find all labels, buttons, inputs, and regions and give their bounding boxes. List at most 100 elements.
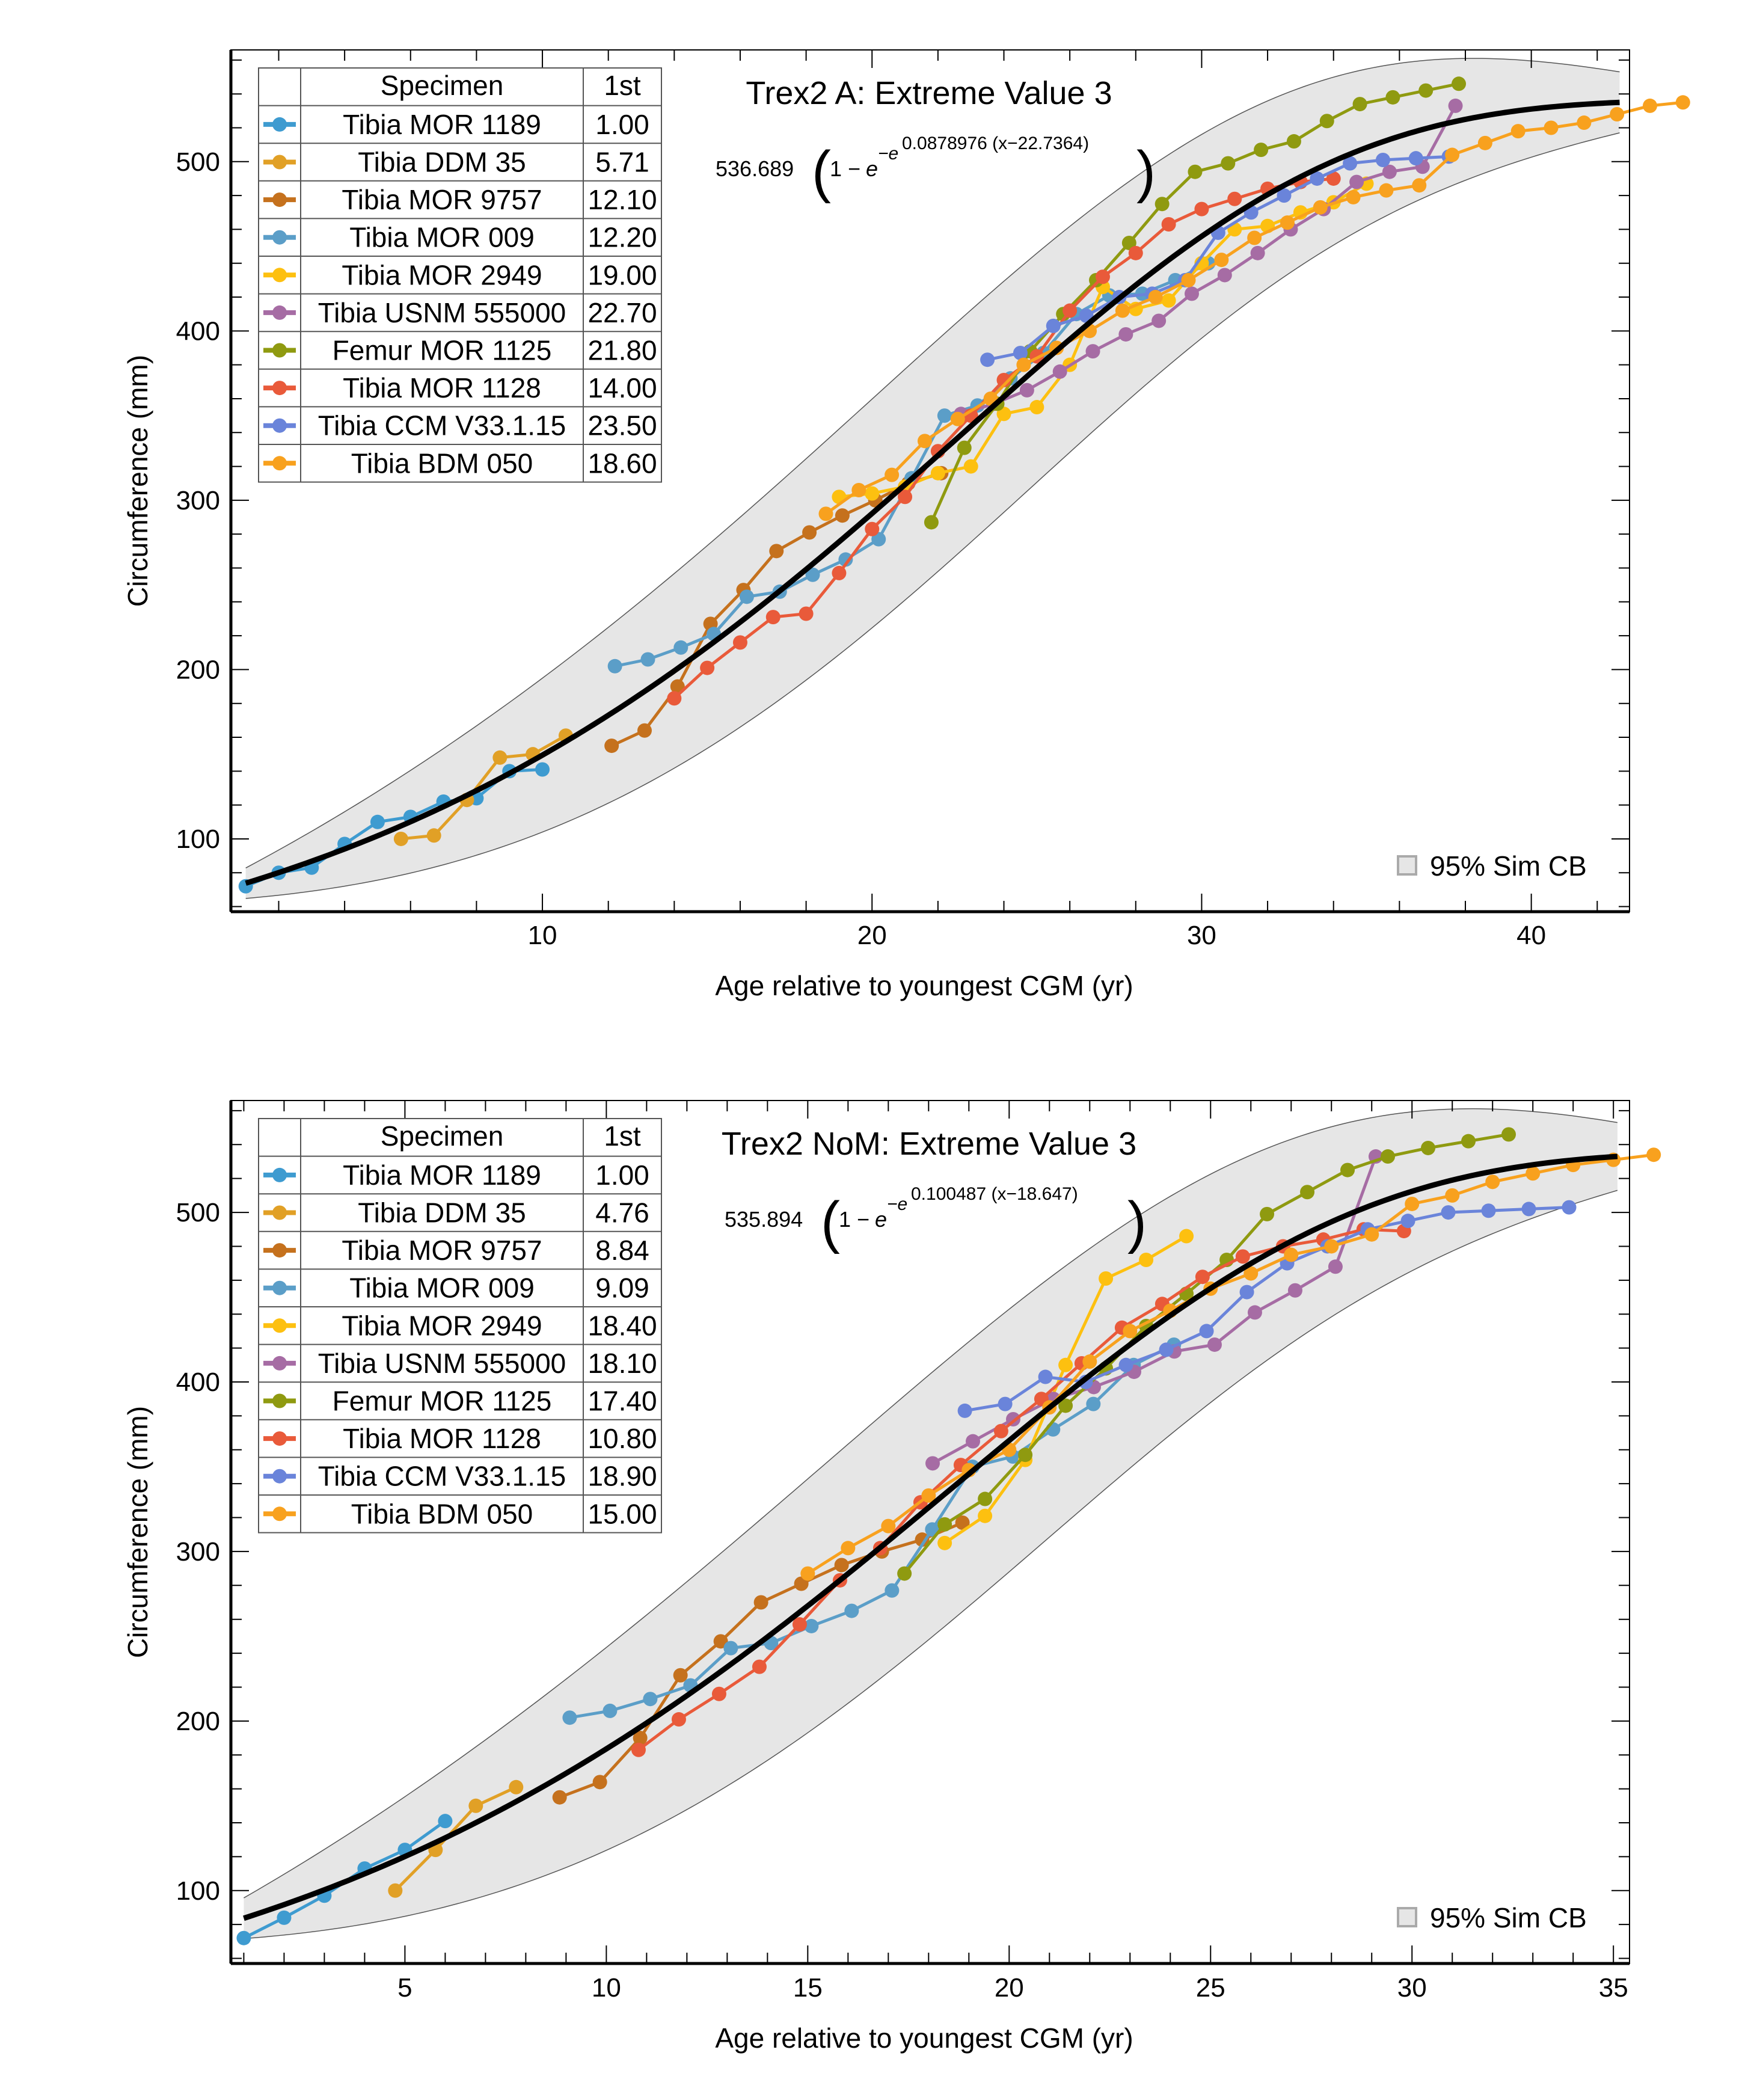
data-point (835, 508, 850, 523)
legend-specimen-name: Tibia MOR 1189 (343, 109, 541, 140)
data-point (804, 1618, 819, 1633)
data-point (1058, 1357, 1073, 1372)
series-layer (236, 1127, 1661, 1945)
legend-swatch-marker (272, 305, 287, 320)
data-point (865, 486, 880, 501)
data-point (1217, 268, 1232, 283)
data-point (885, 1583, 900, 1598)
legend-header-specimen: Specimen (381, 70, 504, 101)
legend-swatch-marker (272, 1393, 287, 1408)
legend-specimen-name: Tibia MOR 9757 (342, 1235, 542, 1266)
legend-row: Tibia MOR 1128 10.80 (263, 1423, 657, 1454)
legend-row: Tibia MOR 1128 14.00 (263, 372, 657, 404)
legend-swatch-marker (272, 418, 287, 433)
data-point (1445, 147, 1460, 162)
equation-right-paren: ) (1127, 1190, 1147, 1254)
legend-swatch-marker (272, 268, 287, 283)
series-tibia-usnm-555000 (925, 1149, 1383, 1471)
legend-first-value: 18.90 (587, 1461, 657, 1492)
data-point (1452, 76, 1467, 91)
data-point (838, 552, 853, 567)
data-point (1346, 189, 1361, 204)
legend-row: Tibia BDM 050 15.00 (263, 1498, 657, 1529)
data-point (1195, 1270, 1210, 1285)
legend-first-value: 8.84 (595, 1235, 649, 1266)
legend-row: Tibia MOR 1189 1.00 (263, 109, 649, 140)
data-point (1381, 1149, 1396, 1164)
data-point (1577, 115, 1592, 130)
data-point (1243, 1266, 1259, 1281)
data-point (552, 1790, 567, 1805)
data-point (1194, 201, 1209, 216)
data-point (841, 1541, 856, 1556)
data-point (1319, 114, 1334, 129)
legend-specimen-name: Tibia MOR 2949 (342, 259, 542, 290)
data-point (1324, 1239, 1339, 1254)
data-point (1445, 1188, 1460, 1203)
data-point (592, 1775, 607, 1790)
data-point (700, 660, 715, 675)
data-point (1139, 1253, 1154, 1268)
panel-bottom: 5 10 15 20 25 30 35 100 200 300 400 500 Age relativ… (122, 1100, 1661, 2054)
legend-row: Tibia MOR 1189 1.00 (263, 1159, 649, 1191)
data-point (1161, 216, 1176, 232)
y-tick-label: 100 (176, 824, 220, 854)
legend-row: Tibia MOR 9757 8.84 (263, 1235, 649, 1266)
data-point (1151, 313, 1167, 328)
data-point (1521, 1202, 1536, 1217)
data-point (277, 1910, 292, 1925)
legend-swatch-marker (272, 1167, 287, 1182)
y-tick-label: 300 (176, 486, 220, 515)
legend-row: Femur MOR 1125 21.80 (263, 335, 657, 366)
data-point (818, 506, 833, 521)
data-point (998, 1396, 1013, 1411)
data-point (1016, 357, 1031, 372)
y-tick-label: 300 (176, 1537, 220, 1567)
data-point (1188, 164, 1203, 179)
legend-specimen-name: Tibia BDM 050 (351, 1498, 533, 1529)
band-legend: 95% Sim CB (1397, 850, 1587, 882)
band-legend-label: 95% Sim CB (1430, 1902, 1587, 1933)
data-point (885, 467, 900, 482)
data-point (1340, 1162, 1355, 1177)
data-point (631, 1742, 646, 1757)
series-tibia-ddm-35 (388, 1779, 524, 1898)
data-point (1485, 1174, 1500, 1190)
data-point (800, 1566, 815, 1581)
data-point (739, 589, 754, 604)
data-point (1400, 1214, 1415, 1229)
data-point (1642, 98, 1657, 113)
data-point (1221, 156, 1236, 171)
data-point (963, 459, 978, 474)
data-point (897, 1566, 912, 1581)
data-point (603, 1703, 618, 1718)
data-point (1128, 245, 1143, 260)
data-point (1184, 286, 1199, 301)
data-point (640, 652, 655, 667)
data-point (1085, 344, 1100, 359)
series-layer (238, 76, 1690, 894)
y-tick-label: 200 (176, 1707, 220, 1736)
series-line (931, 1156, 1378, 1465)
legend-first-value: 9.09 (595, 1273, 649, 1304)
x-tick-label: 40 (1516, 921, 1546, 950)
data-point (673, 1668, 688, 1683)
equation-neg-e: −e (887, 1194, 907, 1214)
data-point (1038, 1369, 1053, 1384)
x-tick-label: 35 (1599, 1973, 1628, 2003)
data-point (393, 831, 408, 846)
series-tibia-bdm-050 (800, 1147, 1661, 1581)
data-point (1148, 290, 1163, 305)
x-tick-label: 20 (995, 1973, 1024, 2003)
legend-swatch-marker (272, 1469, 287, 1484)
data-point (851, 482, 866, 497)
x-axis-label: Age relative to youngest CGM (yr) (715, 970, 1133, 1001)
data-point (1254, 143, 1269, 158)
data-point (844, 1603, 859, 1618)
data-point (1646, 1147, 1661, 1162)
data-point (925, 1456, 940, 1471)
data-point (1510, 124, 1526, 139)
data-point (1179, 1229, 1194, 1244)
data-point (937, 1517, 952, 1532)
data-point (1375, 152, 1390, 167)
